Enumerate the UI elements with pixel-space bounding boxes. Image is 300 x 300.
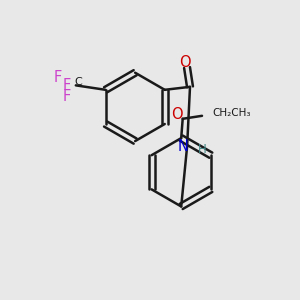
Text: O: O bbox=[172, 107, 183, 122]
Text: N: N bbox=[178, 139, 189, 154]
Text: H: H bbox=[197, 143, 206, 156]
Text: CH₂CH₃: CH₂CH₃ bbox=[212, 108, 251, 118]
Text: F: F bbox=[54, 70, 62, 85]
Text: F: F bbox=[63, 89, 71, 104]
Text: O: O bbox=[179, 55, 190, 70]
Text: F: F bbox=[63, 78, 71, 93]
Text: C: C bbox=[74, 77, 82, 87]
